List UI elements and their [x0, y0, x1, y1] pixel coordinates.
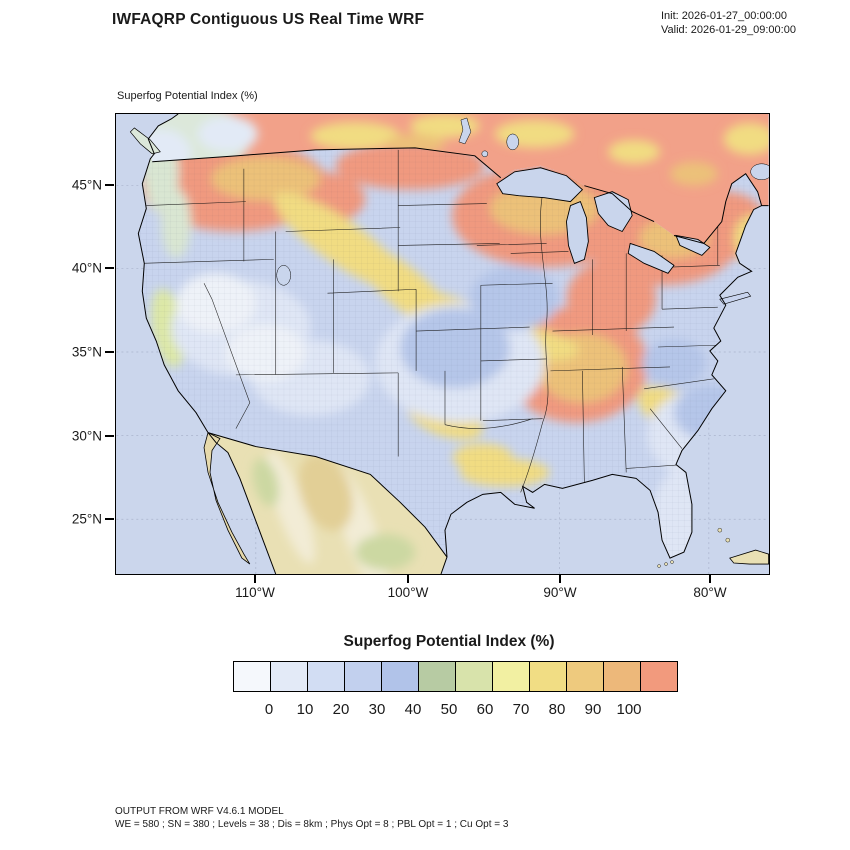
colorbar-cell — [456, 662, 493, 691]
colorbar-tick-label: 30 — [368, 701, 386, 718]
us-canada-border — [152, 147, 763, 245]
lat-tick-label: 25°N — [71, 511, 102, 527]
lat-tick-mark — [105, 267, 114, 269]
colorbar-tick-label: 70 — [512, 701, 530, 718]
lon-tick-label: 100°W — [387, 585, 429, 600]
colorbar-tick-label: 100 — [616, 701, 642, 718]
init-time-text: Init: 2026-01-27_00:00:00 — [661, 10, 787, 22]
lon-tick-label: 80°W — [693, 585, 727, 600]
lat-tick-mark — [105, 518, 114, 520]
footer-config-line: WE = 580 ; SN = 380 ; Levels = 38 ; Dis … — [115, 819, 509, 830]
colorbar-cell — [641, 662, 677, 691]
lat-tick-mark — [105, 351, 114, 353]
colorbar-tick-label: 50 — [440, 701, 458, 718]
colorbar-cell — [567, 662, 604, 691]
colorbar-tick-label: 10 — [296, 701, 314, 718]
lon-tick-label: 110°W — [235, 585, 275, 600]
colorbar-tick-label: 40 — [404, 701, 422, 718]
lon-tick-label: 90°W — [543, 585, 577, 600]
colorbar-cell — [382, 662, 419, 691]
small-lakes — [276, 117, 769, 286]
map-field-label: Superfog Potential Index (%) — [117, 90, 258, 102]
vancouver-island — [129, 127, 161, 155]
colorbar-cell — [271, 662, 308, 691]
valid-time-text: Valid: 2026-01-29_09:00:00 — [661, 24, 796, 36]
page-title: IWFAQRP Contiguous US Real Time WRF — [112, 11, 425, 28]
run-info: Init: 2026-01-27_00:00:00 Valid: 2026-01… — [661, 9, 796, 37]
colorbar-tick-label: 80 — [548, 701, 566, 718]
map-plot — [115, 113, 770, 575]
bahamas-keys — [657, 528, 730, 568]
colorbar-tick-label: 90 — [584, 701, 602, 718]
colorbar-cell — [234, 662, 271, 691]
mexico-terrain-field — [252, 450, 416, 574]
baja-peninsula — [203, 432, 251, 565]
colorbar-tick-label: 60 — [476, 701, 494, 718]
lat-tick-mark — [105, 435, 114, 437]
colorbar-cell — [604, 662, 641, 691]
lon-tick-mark — [559, 575, 561, 583]
lon-tick-mark — [407, 575, 409, 583]
colorbar-labels: 0 10 20 30 40 50 60 70 80 90 100 — [233, 701, 665, 721]
lat-tick-label: 30°N — [71, 428, 102, 444]
colorbar-tick-label: 0 — [264, 701, 274, 718]
colorbar-cell — [493, 662, 530, 691]
lon-tick-mark — [709, 575, 711, 583]
long-island — [719, 291, 752, 305]
colorbar-cell — [419, 662, 456, 691]
map-canvas — [116, 114, 769, 574]
lon-tick-mark — [254, 575, 256, 583]
us-mexico-border — [207, 432, 448, 558]
great-lakes — [496, 167, 711, 274]
colorbar-cell — [345, 662, 382, 691]
footer-model-line: OUTPUT FROM WRF V4.6.1 MODEL — [115, 806, 284, 817]
colorbar-cell — [308, 662, 345, 691]
colorbar-tick-label: 20 — [332, 701, 350, 718]
coastline — [137, 114, 769, 574]
lat-tick-label: 35°N — [71, 344, 102, 360]
cuba — [729, 549, 769, 565]
lat-tick-label: 40°N — [71, 260, 102, 276]
colorbar-title: Superfog Potential Index (%) — [343, 633, 555, 650]
state-borders — [140, 149, 724, 493]
lat-tick-label: 45°N — [71, 177, 102, 193]
colorbar-cell — [530, 662, 567, 691]
colorbar — [233, 661, 678, 692]
lat-tick-mark — [105, 184, 114, 186]
